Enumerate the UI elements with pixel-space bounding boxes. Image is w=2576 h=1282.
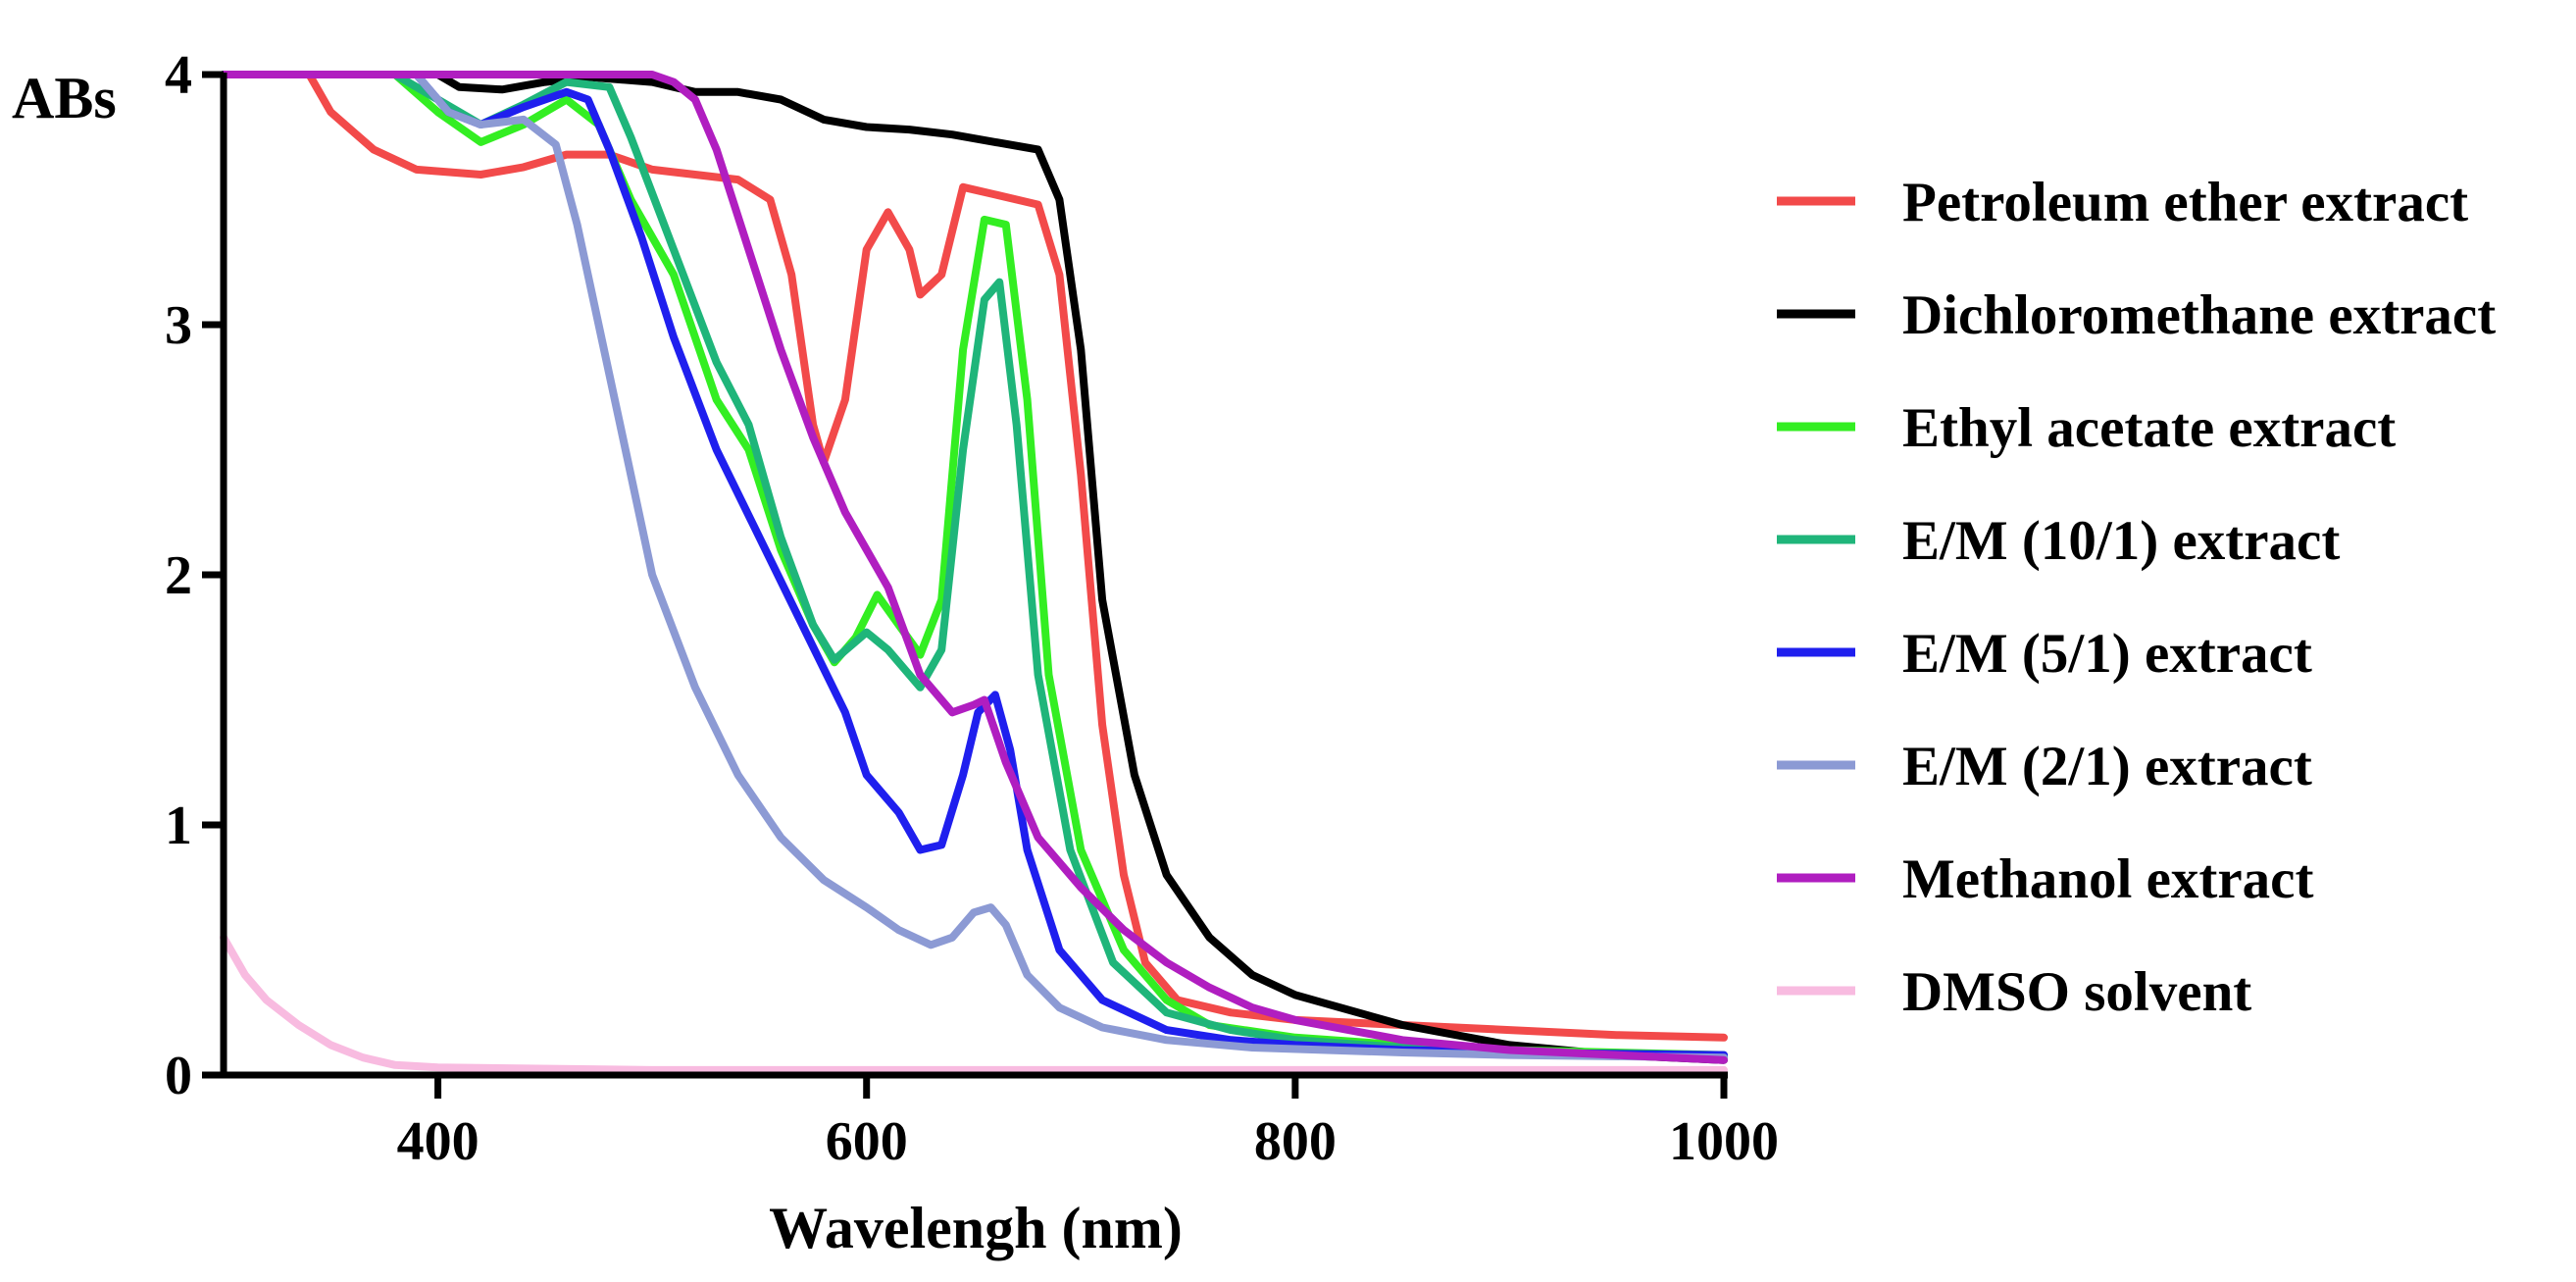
legend-label: Ethyl acetate extract [1902,397,2396,459]
legend-item: E/M (10/1) extract [1777,510,2340,572]
x-tick-label: 800 [1254,1111,1337,1172]
legend-label: E/M (5/1) extract [1902,623,2312,685]
y-axis-title: ABs [12,66,117,130]
series-line-8 [220,933,1728,1074]
series-line-6 [220,71,1728,1062]
legend-label: E/M (2/1) extract [1902,736,2312,797]
series-line-5 [220,71,1728,1059]
y-ticks: 0 1 2 3 4 [165,45,224,1106]
legend-label: Methanol extract [1902,848,2313,910]
plot-lines [220,71,1728,1074]
x-tick-label: 400 [397,1111,480,1172]
legend-item: Methanol extract [1777,848,2313,910]
x-tick-label: 1000 [1669,1111,1779,1172]
x-ticks: 400 600 800 1000 [397,1075,1779,1172]
legend-item: Ethyl acetate extract [1777,397,2396,459]
legend-item: Dichloromethane extract [1777,284,2496,346]
x-tick-label: 600 [826,1111,908,1172]
y-tick-label: 4 [165,45,192,106]
series-line-3 [220,71,1728,1059]
series-line-1 [220,71,1728,1042]
y-tick-label: 3 [165,295,192,356]
legend: Petroleum ether extract Dichloromethane e… [1777,172,2496,1023]
y-tick-label: 2 [165,545,192,606]
legend-label: Petroleum ether extract [1902,172,2468,233]
axes [220,73,1728,1079]
legend-label: DMSO solvent [1902,961,2251,1023]
legend-item: DMSO solvent [1777,961,2251,1023]
y-tick-label: 1 [165,795,192,856]
legend-item: E/M (2/1) extract [1777,736,2312,797]
legend-item: Petroleum ether extract [1777,172,2468,233]
series-line-7 [220,71,1728,1064]
legend-label: Dichloromethane extract [1902,284,2496,346]
series-line-4 [220,71,1728,1062]
y-tick-label: 0 [165,1046,192,1106]
legend-item: E/M (5/1) extract [1777,623,2312,685]
legend-label: E/M (10/1) extract [1902,510,2340,572]
x-axis-title: Wavelengh (nm) [769,1196,1183,1260]
